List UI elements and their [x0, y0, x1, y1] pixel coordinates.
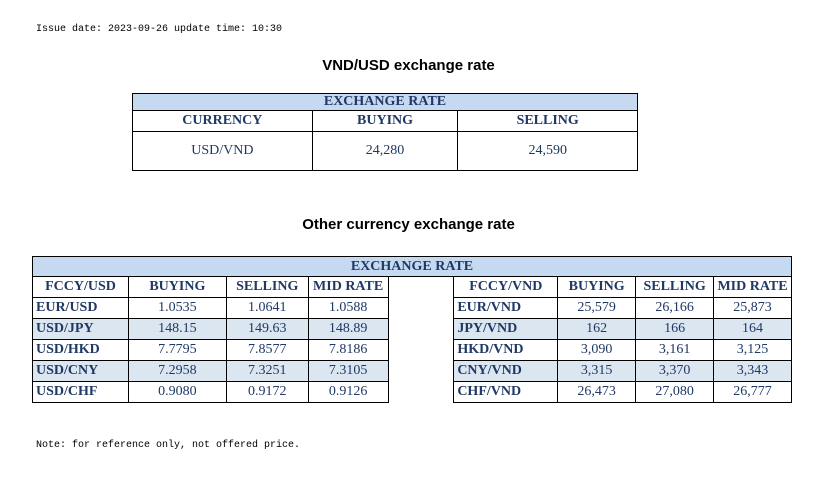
rate-cell: 7.8577	[225, 339, 309, 361]
rate-cell: 3,161	[635, 339, 715, 361]
table-row: EUR/USD 1.0535 1.0641 1.0588 EUR/VND 25,579 26…	[32, 297, 792, 319]
col-header-selling: SELLING	[225, 276, 309, 298]
pair-cell: USD/HKD	[32, 339, 129, 361]
table-row: USD/CNY 7.2958 7.3251 7.3105 CNY/VND 3,315 3,3…	[32, 360, 792, 382]
spacer-cell	[387, 318, 455, 340]
rate-cell: 0.9172	[225, 381, 309, 403]
col-header-mid-rate: MID RATE	[307, 276, 389, 298]
col-header-currency: CURRENCY	[132, 110, 313, 132]
vnd-usd-table: EXCHANGE RATE CURRENCY BUYING SELLING US…	[132, 93, 638, 171]
col-header-buying: BUYING	[127, 276, 227, 298]
rate-cell: 26,473	[557, 381, 637, 403]
pair-cell: JPY/VND	[453, 318, 559, 340]
spacer-cell	[387, 297, 455, 319]
pair-cell: EUR/USD	[32, 297, 129, 319]
rate-cell: 1.0588	[307, 297, 389, 319]
table-row: USD/HKD 7.7795 7.8577 7.8186 HKD/VND 3,090 3,1…	[32, 339, 792, 361]
col-header-mid-rate: MID RATE	[713, 276, 792, 298]
pair-cell: CHF/VND	[453, 381, 559, 403]
rate-cell: 7.7795	[127, 339, 227, 361]
rate-cell: 25,579	[557, 297, 637, 319]
selling-cell: 24,590	[457, 131, 638, 171]
rate-cell: 7.8186	[307, 339, 389, 361]
buying-cell: 24,280	[311, 131, 459, 171]
pair-cell: USD/CNY	[32, 360, 129, 382]
other-currency-table: EXCHANGE RATE FCCY/USD BUYING SELLING MI…	[32, 256, 792, 403]
rate-cell: 27,080	[635, 381, 715, 403]
table-title: EXCHANGE RATE	[32, 256, 792, 277]
rate-cell: 7.3105	[307, 360, 389, 382]
rate-cell: 7.2958	[127, 360, 227, 382]
col-header-buying: BUYING	[311, 110, 459, 132]
other-currency-heading: Other currency exchange rate	[302, 216, 515, 233]
spacer-cell	[387, 381, 455, 403]
currency-cell: USD/VND	[132, 131, 313, 171]
rate-cell: 164	[713, 318, 792, 340]
issue-date-line: Issue date: 2023-09-26 update time: 10:3…	[36, 24, 283, 35]
col-header-fccy-usd: FCCY/USD	[32, 276, 129, 298]
col-header-selling: SELLING	[457, 110, 638, 132]
rate-cell: 149.63	[225, 318, 309, 340]
vnd-usd-heading: VND/USD exchange rate	[322, 57, 495, 74]
table-row: USD/VND 24,280 24,590	[132, 131, 638, 171]
pair-cell: HKD/VND	[453, 339, 559, 361]
rate-cell: 162	[557, 318, 637, 340]
spacer-cell	[387, 276, 455, 298]
rate-cell: 3,315	[557, 360, 637, 382]
rate-cell: 3,343	[713, 360, 792, 382]
col-header-buying: BUYING	[557, 276, 637, 298]
rate-cell: 3,090	[557, 339, 637, 361]
pair-cell: EUR/VND	[453, 297, 559, 319]
table-row: USD/CHF 0.9080 0.9172 0.9126 CHF/VND 26,473 27…	[32, 381, 792, 403]
pair-cell: CNY/VND	[453, 360, 559, 382]
rate-cell: 148.15	[127, 318, 227, 340]
col-header-fccy-vnd: FCCY/VND	[453, 276, 559, 298]
rate-cell: 7.3251	[225, 360, 309, 382]
footnote: Note: for reference only, not offered pr…	[36, 440, 301, 451]
spacer-cell	[387, 360, 455, 382]
pair-cell: USD/CHF	[32, 381, 129, 403]
spacer-cell	[387, 339, 455, 361]
rate-cell: 148.89	[307, 318, 389, 340]
table-row: USD/JPY 148.15 149.63 148.89 JPY/VND 162 166 16…	[32, 318, 792, 340]
rate-cell: 26,777	[713, 381, 792, 403]
rate-cell: 1.0641	[225, 297, 309, 319]
rate-cell: 166	[635, 318, 715, 340]
rate-cell: 0.9080	[127, 381, 227, 403]
rate-cell: 0.9126	[307, 381, 389, 403]
pair-cell: USD/JPY	[32, 318, 129, 340]
rate-cell: 3,370	[635, 360, 715, 382]
rate-cell: 1.0535	[127, 297, 227, 319]
col-header-selling: SELLING	[635, 276, 715, 298]
table-title: EXCHANGE RATE	[132, 93, 638, 111]
rate-cell: 3,125	[713, 339, 792, 361]
rate-cell: 26,166	[635, 297, 715, 319]
rate-cell: 25,873	[713, 297, 792, 319]
